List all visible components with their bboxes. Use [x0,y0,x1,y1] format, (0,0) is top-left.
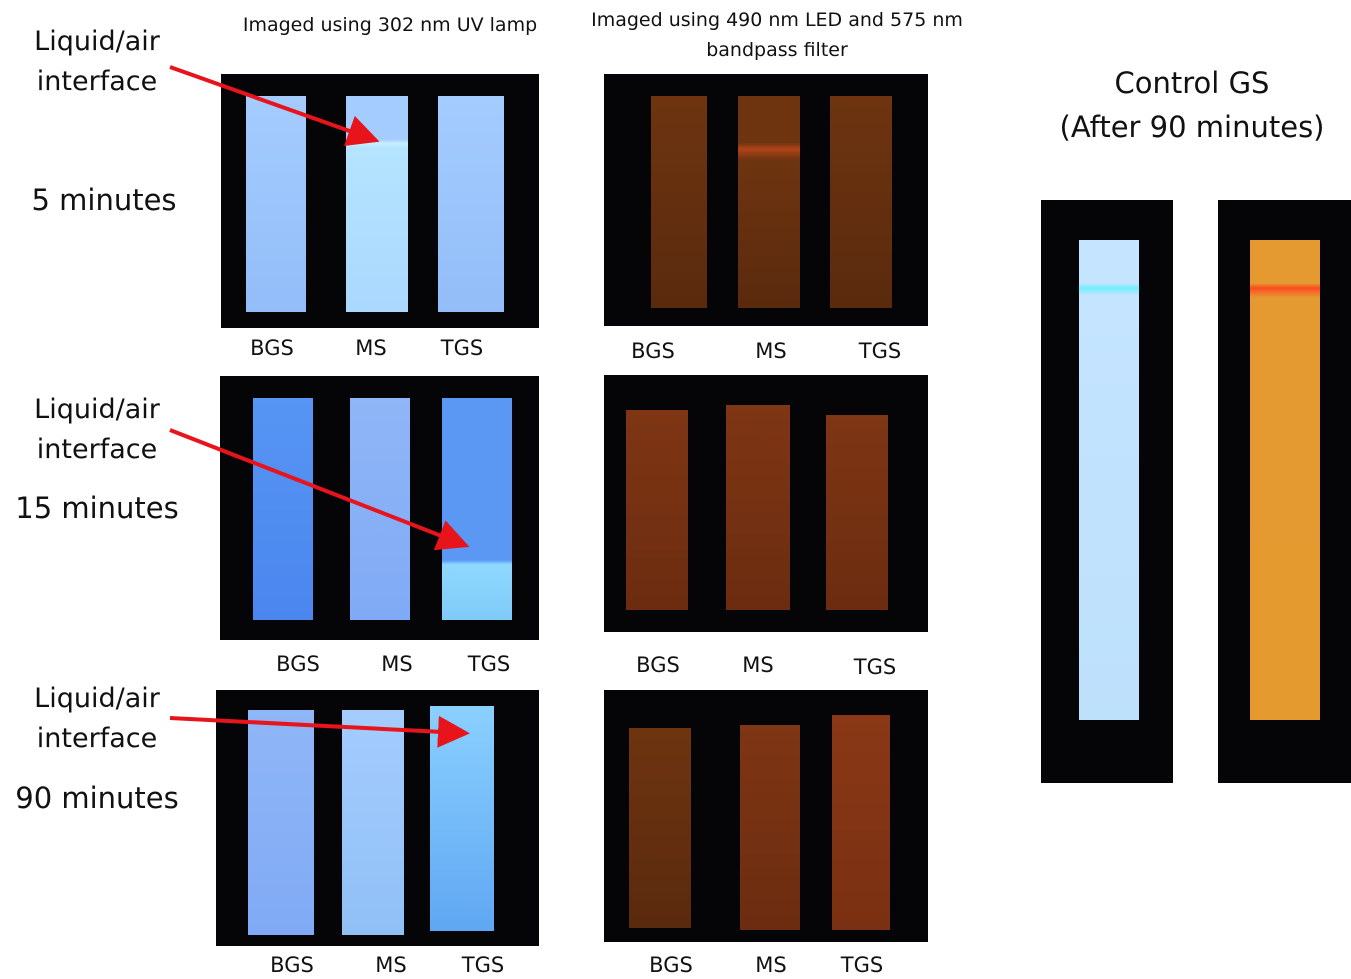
arrow [170,718,462,733]
strip-label: BGS [636,653,680,677]
arrows [0,0,1351,979]
strip-label: TGS [462,953,504,977]
arrow [170,67,372,139]
strip-label: TGS [468,652,510,676]
arrow [170,430,462,544]
strip-label: BGS [250,336,294,360]
strip-label: MS [742,653,773,677]
strip-label: TGS [841,953,883,977]
strip-label: BGS [276,652,320,676]
strip-label: BGS [631,339,675,363]
strip-label: BGS [270,953,314,977]
strip-label: TGS [859,339,901,363]
figure: Imaged using 302 nm UV lamp Imaged using… [0,0,1351,979]
strip-label: TGS [441,336,483,360]
strip-label: MS [755,339,786,363]
strip-label: MS [355,336,386,360]
strip-label: MS [381,652,412,676]
strip-label: MS [375,953,406,977]
strip-label: TGS [854,655,896,679]
strip-label: BGS [649,953,693,977]
strip-label: MS [755,953,786,977]
